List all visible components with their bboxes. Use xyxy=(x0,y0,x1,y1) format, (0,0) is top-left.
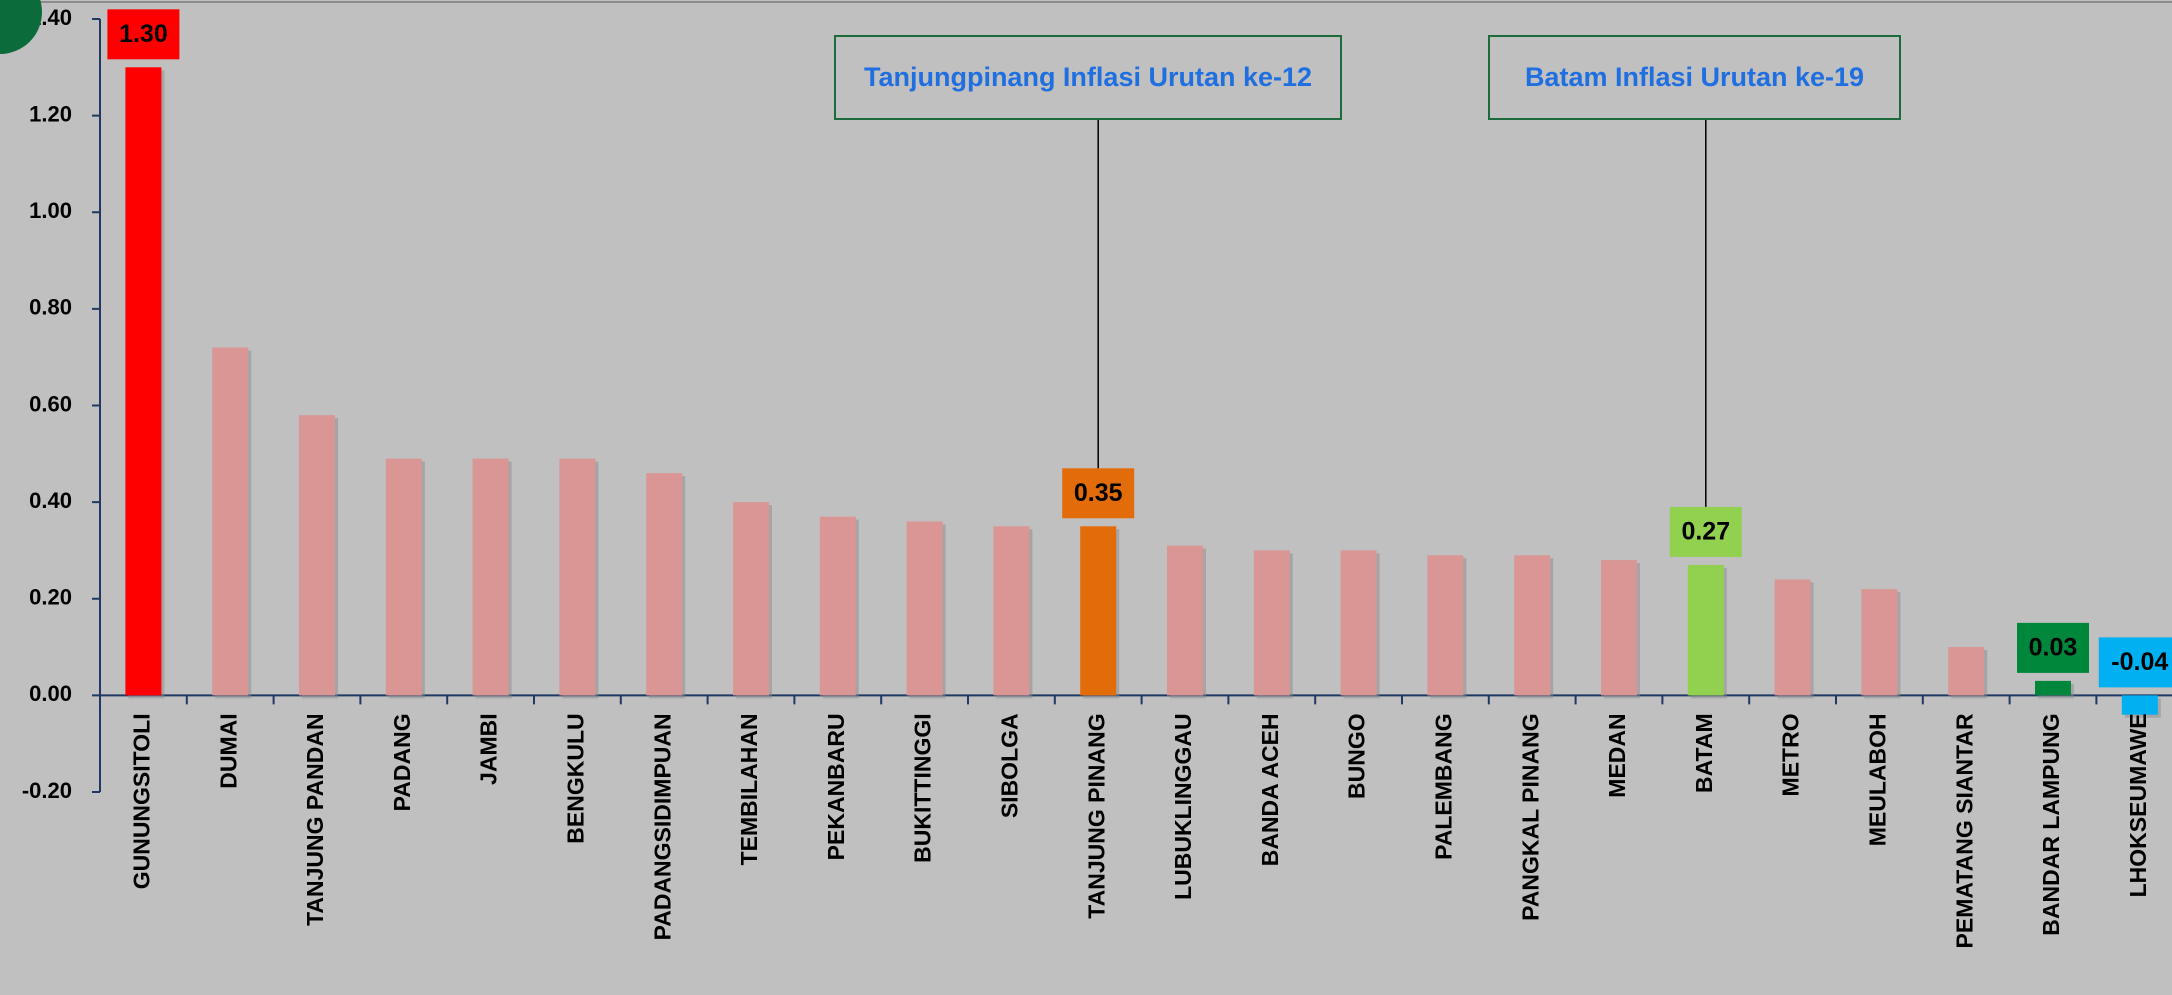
x-tick-label: MEULABOH xyxy=(1864,713,1890,846)
x-tick-label: BANDA ACEH xyxy=(1257,713,1283,866)
value-label-box xyxy=(1669,506,1742,557)
x-tick-label: SIBOLGA xyxy=(996,713,1022,818)
x-tick-label: DUMAI xyxy=(215,713,241,788)
value-label: 0.03 xyxy=(2029,633,2078,661)
x-tick-label: PEMATANG SIANTAR xyxy=(1951,713,1977,948)
bar xyxy=(1080,526,1117,696)
bar xyxy=(212,347,249,696)
value-label-box xyxy=(1062,468,1135,519)
value-label: 0.35 xyxy=(1074,479,1123,507)
x-tick-label: BUKITTINGGI xyxy=(910,713,936,863)
x-tick-label: PADANGSIDIMPUAN xyxy=(649,713,675,940)
x-tick-label: JAMBI xyxy=(476,713,502,785)
bar xyxy=(906,521,943,696)
bar xyxy=(819,516,856,696)
x-tick-label: TANJUNG PANDAN xyxy=(302,713,328,926)
y-tick-label: 0.20 xyxy=(29,585,72,610)
y-tick-label: 1.00 xyxy=(29,198,72,223)
x-tick-label: BUNGO xyxy=(1344,713,1370,799)
annotation-box xyxy=(1488,35,1901,120)
x-tick-label: TEMBILAHAN xyxy=(736,713,762,865)
value-label-box xyxy=(2017,622,2089,673)
bar xyxy=(1253,550,1290,696)
bar xyxy=(1601,560,1637,696)
bar xyxy=(646,473,683,696)
x-tick-label: BATAM xyxy=(1691,713,1717,793)
value-label: -0.04 xyxy=(2111,648,2168,676)
bar xyxy=(1340,550,1377,696)
bar xyxy=(1514,555,1551,696)
bar xyxy=(1861,589,1898,696)
logo-corner xyxy=(0,0,42,54)
y-tick-label: 0.00 xyxy=(29,681,72,706)
x-tick-label: BENGKULU xyxy=(562,713,588,843)
value-label-box xyxy=(2098,637,2172,688)
bar xyxy=(1687,564,1724,696)
y-tick-label: -0.20 xyxy=(22,778,72,803)
annotation-text: Tanjungpinang Inflasi Urutan ke-12 xyxy=(864,62,1312,92)
annotation-box xyxy=(834,35,1342,120)
x-tick-label: MEDAN xyxy=(1604,713,1630,797)
annotation-text: Batam Inflasi Urutan ke-19 xyxy=(1525,62,1864,92)
value-label-box xyxy=(107,9,180,60)
x-tick-label: BANDAR LAMPUNG xyxy=(2038,713,2064,935)
x-tick-label: PANGKAL PINANG xyxy=(1517,713,1543,920)
x-tick-label: LHOKSEUMAWE xyxy=(2125,713,2151,897)
bar xyxy=(993,526,1030,696)
bar xyxy=(1948,647,1985,696)
y-tick-label: 1.20 xyxy=(29,101,72,126)
bar xyxy=(1427,555,1464,696)
bar xyxy=(559,458,596,696)
value-label: 0.27 xyxy=(1681,518,1730,546)
x-tick-label: LUBUKLINGGAU xyxy=(1170,713,1196,900)
value-label: 1.30 xyxy=(119,20,168,48)
x-tick-label: GUNUNGSITOLI xyxy=(128,713,154,889)
x-tick-label: PALEMBANG xyxy=(1430,713,1456,860)
y-tick-label: 0.60 xyxy=(29,391,72,416)
bar xyxy=(385,458,422,696)
x-tick-label: PADANG xyxy=(389,713,415,811)
bar xyxy=(1167,545,1203,696)
bar xyxy=(472,458,509,696)
x-tick-label: TANJUNG PINANG xyxy=(1083,713,1109,918)
bar xyxy=(1774,579,1811,696)
bar xyxy=(299,415,335,696)
bar xyxy=(733,502,769,696)
y-tick-label: 0.80 xyxy=(29,295,72,320)
bar xyxy=(125,67,162,696)
y-tick-label: 0.40 xyxy=(29,488,72,513)
bar xyxy=(2121,695,2158,715)
x-tick-label: PEKANBARU xyxy=(823,713,849,860)
bar xyxy=(2035,680,2071,696)
x-tick-label: METRO xyxy=(1778,713,1804,796)
